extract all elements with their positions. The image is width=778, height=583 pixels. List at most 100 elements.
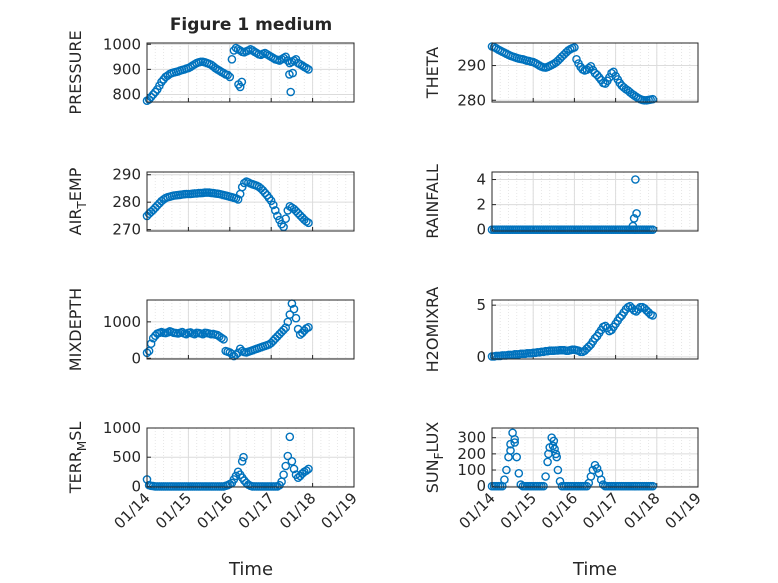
axes-box — [146, 42, 355, 103]
data-point — [239, 452, 248, 462]
data-point — [227, 55, 237, 64]
data-point — [304, 464, 313, 474]
y-tick-label: 1000 — [103, 419, 141, 437]
data-point — [287, 456, 297, 466]
data-point — [281, 323, 291, 333]
data-point — [260, 188, 270, 198]
data-point — [553, 465, 563, 475]
data-point — [233, 195, 243, 204]
figure-title: Figure 1 medium — [170, 15, 332, 35]
data-point — [550, 444, 559, 454]
data-point — [510, 438, 520, 447]
data-point — [648, 311, 658, 320]
axes-box — [491, 42, 699, 103]
y-tick-label: 280 — [112, 193, 141, 211]
axes-box — [146, 299, 355, 360]
data-point — [144, 95, 154, 104]
y-tick-label: 2 — [476, 196, 486, 214]
data-point — [629, 214, 639, 223]
y-tick-label: 0 — [476, 348, 486, 366]
data-point — [273, 211, 282, 221]
data-point — [237, 77, 247, 87]
data-point — [512, 452, 522, 462]
y-tick-label: 4 — [476, 171, 486, 189]
y-axis-label: PRESSURE — [66, 30, 85, 114]
data-point — [544, 449, 553, 459]
data-point — [543, 457, 552, 467]
y-tick-label: 0 — [476, 477, 486, 495]
data-point — [510, 434, 520, 444]
y-tick-label: 280 — [457, 91, 486, 109]
data-point — [235, 46, 245, 55]
data-point — [590, 333, 600, 343]
y-axis-label: RAINFALL — [423, 164, 442, 239]
data-point — [302, 217, 311, 226]
y-axis-label: TERRMSL — [66, 422, 89, 495]
data-point — [237, 182, 247, 192]
axes-box — [491, 171, 699, 232]
data-point — [304, 322, 313, 332]
data-point — [572, 55, 581, 64]
data-point — [506, 446, 515, 455]
subplot-mixdepth: 0 1000 MIXDEPTH — [66, 288, 355, 371]
y-axis-label: SUNFLUX — [423, 422, 446, 494]
data-point — [181, 329, 191, 339]
x-axis-label-left: Time — [228, 559, 273, 580]
data-point — [270, 206, 280, 215]
axes-box — [146, 171, 355, 232]
y-tick-label: 1000 — [103, 35, 141, 53]
data-point — [605, 73, 614, 82]
y-tick-label: 270 — [112, 221, 141, 239]
data-point — [514, 468, 524, 478]
data-point — [219, 334, 228, 344]
data-point — [198, 329, 208, 339]
data-point — [285, 310, 295, 319]
data-point — [302, 466, 311, 475]
data-point — [541, 472, 550, 481]
y-tick-label: 800 — [112, 85, 141, 103]
data-point — [648, 94, 658, 104]
data-point — [258, 186, 268, 195]
data-point — [229, 46, 239, 55]
data-point — [279, 470, 288, 480]
subplot-theta: 280 290 THETA — [423, 42, 699, 109]
data-point — [283, 451, 293, 461]
data-point — [283, 56, 293, 65]
data-point — [177, 327, 187, 337]
data-point — [502, 465, 511, 475]
data-point — [539, 481, 548, 491]
data-point — [275, 215, 284, 225]
data-point — [148, 90, 158, 99]
data-point — [223, 70, 232, 80]
y-tick-label: 290 — [112, 166, 141, 184]
data-point — [592, 464, 602, 473]
data-point — [549, 436, 559, 446]
data-point — [632, 209, 641, 218]
axes-box — [146, 427, 355, 488]
data-point — [288, 68, 298, 78]
data-point — [235, 82, 245, 92]
data-point — [225, 72, 235, 82]
data-point — [631, 175, 640, 184]
data-point — [286, 87, 296, 97]
data-point — [584, 63, 594, 73]
data-point — [239, 178, 249, 188]
data-point — [609, 67, 618, 77]
data-point — [279, 222, 288, 232]
data-point — [285, 432, 295, 442]
data-point — [281, 214, 291, 223]
axes-box — [491, 299, 699, 360]
data-point — [227, 349, 237, 359]
subplot-pressure: 800 900 1000 PRESSURE — [66, 30, 355, 115]
data-point — [648, 225, 658, 234]
subplot-air-temp: 270 280 290 AIRTEMP — [66, 166, 355, 239]
y-tick-label: 0 — [131, 477, 141, 495]
y-axis-label: H2OMIXRA — [423, 287, 442, 373]
data-point — [601, 321, 610, 331]
data-point — [157, 77, 166, 87]
y-tick-label: 300 — [457, 429, 486, 447]
y-tick-label: 1000 — [103, 313, 141, 331]
data-point — [592, 70, 602, 80]
axes-box — [491, 427, 699, 488]
